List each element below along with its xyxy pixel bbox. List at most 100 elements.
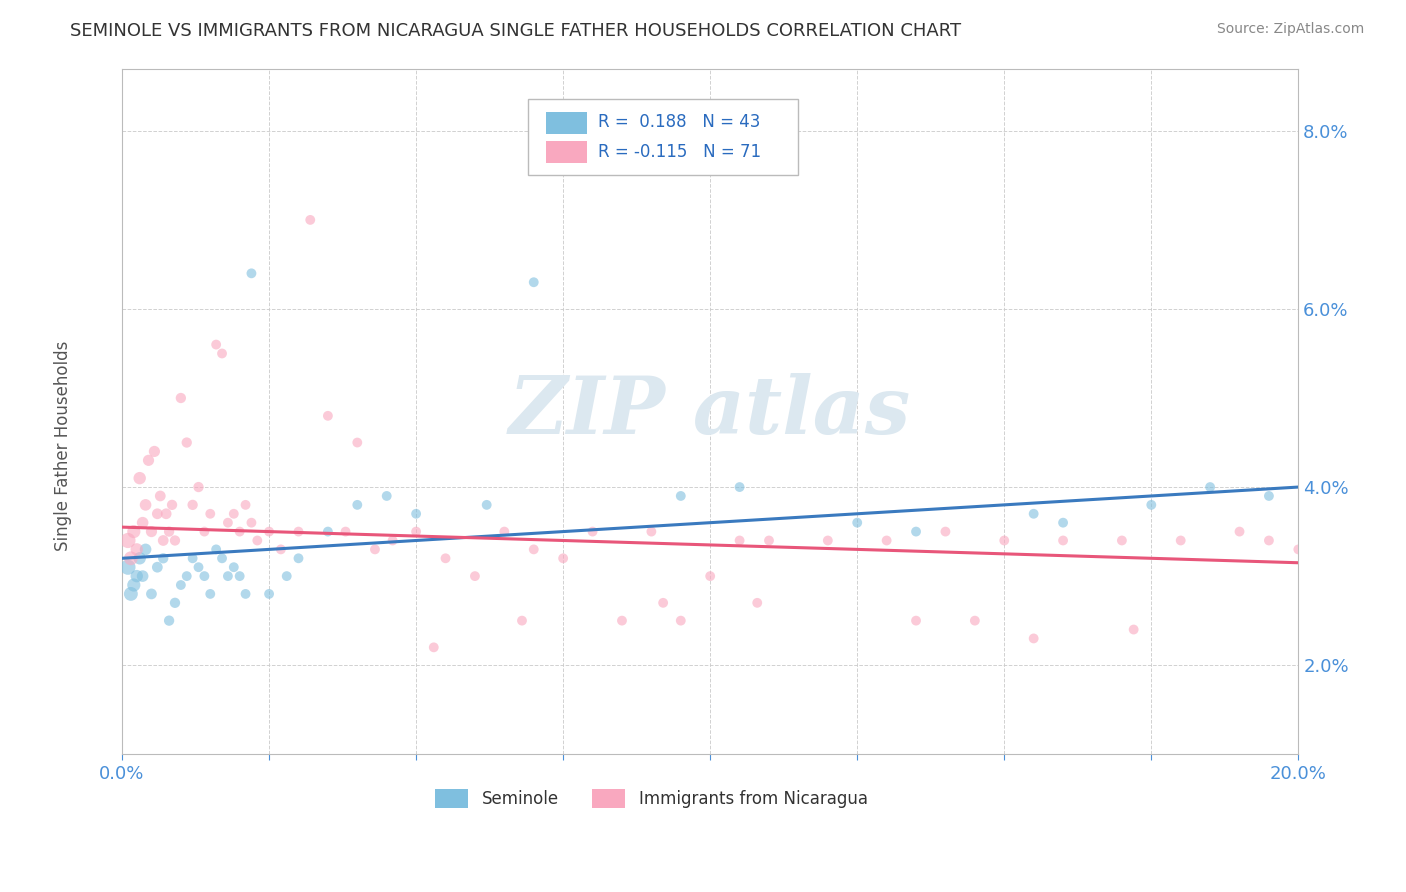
Point (176, 435, 198, 450)
Point (240, 266, 263, 280)
FancyBboxPatch shape (546, 141, 586, 163)
Point (434, 551, 457, 566)
Point (246, 533, 269, 548)
Point (141, 587, 163, 601)
Point (405, 507, 427, 521)
Point (299, 213, 322, 227)
Point (728, 480, 751, 494)
Point (205, 337, 228, 351)
Point (1170, 533, 1192, 548)
Point (640, 524, 662, 539)
Point (152, 551, 174, 566)
Point (464, 569, 486, 583)
Point (157, 614, 180, 628)
Point (160, 498, 183, 512)
Point (335, 524, 357, 539)
Point (581, 524, 603, 539)
Point (364, 542, 387, 557)
Point (287, 551, 309, 566)
Point (228, 524, 250, 539)
Point (669, 614, 692, 628)
Point (747, 596, 769, 610)
Text: Source: ZipAtlas.com: Source: ZipAtlas.com (1216, 22, 1364, 37)
Point (510, 614, 533, 628)
Point (122, 578, 145, 592)
Point (205, 542, 228, 557)
Point (316, 409, 339, 423)
Point (200, 587, 222, 601)
Point (228, 569, 250, 583)
Point (187, 480, 209, 494)
Point (181, 551, 204, 566)
Point (553, 551, 575, 566)
Point (276, 569, 298, 583)
Point (240, 516, 263, 530)
Point (117, 560, 139, 574)
Point (381, 533, 404, 548)
Point (270, 542, 292, 557)
Text: R =  0.188   N = 43: R = 0.188 N = 43 (599, 113, 761, 131)
Point (170, 578, 193, 592)
Point (257, 587, 280, 601)
Point (1022, 507, 1045, 521)
Point (125, 569, 148, 583)
Text: R = -0.115   N = 71: R = -0.115 N = 71 (599, 144, 762, 161)
Point (1229, 524, 1251, 539)
Point (222, 560, 245, 574)
Point (128, 471, 150, 485)
Point (523, 275, 546, 289)
Point (405, 524, 427, 539)
Point (846, 516, 869, 530)
Point (257, 524, 280, 539)
Point (157, 524, 180, 539)
Point (128, 551, 150, 566)
Point (876, 533, 898, 548)
Point (155, 507, 177, 521)
Point (146, 560, 169, 574)
Point (163, 596, 186, 610)
Point (181, 498, 204, 512)
Point (1140, 498, 1163, 512)
Point (117, 533, 139, 548)
Point (728, 533, 751, 548)
Point (699, 569, 721, 583)
Point (1052, 516, 1074, 530)
Point (176, 569, 198, 583)
Point (143, 444, 166, 458)
Point (235, 498, 257, 512)
Point (346, 498, 368, 512)
Point (1286, 542, 1309, 557)
Point (817, 533, 839, 548)
Point (905, 524, 928, 539)
Point (1111, 533, 1133, 548)
Text: Single Father Households: Single Father Households (55, 341, 72, 551)
Point (217, 569, 239, 583)
Point (758, 533, 780, 548)
Point (152, 533, 174, 548)
Point (1052, 533, 1074, 548)
Point (934, 524, 956, 539)
Point (163, 533, 186, 548)
Point (149, 489, 172, 503)
Point (235, 587, 257, 601)
Point (193, 569, 215, 583)
Point (146, 507, 169, 521)
Point (211, 551, 233, 566)
Point (1122, 623, 1144, 637)
Point (222, 507, 245, 521)
Point (170, 391, 193, 405)
Point (610, 614, 633, 628)
Point (1022, 632, 1045, 646)
Point (652, 596, 675, 610)
Point (316, 524, 339, 539)
Point (120, 551, 142, 566)
Point (1258, 489, 1281, 503)
Point (905, 614, 928, 628)
Point (135, 498, 157, 512)
Point (193, 524, 215, 539)
Point (131, 516, 153, 530)
Point (120, 587, 142, 601)
Point (423, 640, 446, 655)
Point (211, 346, 233, 360)
Text: ZIP atlas: ZIP atlas (509, 373, 911, 450)
